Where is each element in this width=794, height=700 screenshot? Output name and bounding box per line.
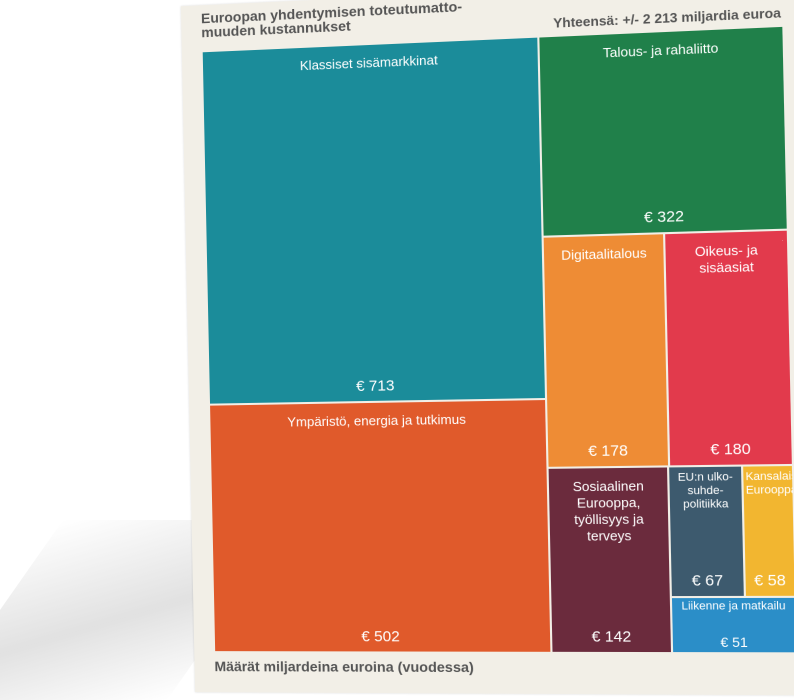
infographic-card: Euroopan yhdentymisen toteutumatto-muude… — [181, 0, 794, 695]
chart-footnote: Määrät miljardeina euroina (vuodessa) — [214, 658, 474, 675]
tile-label: Ympäristö, energia ja tutkimus — [212, 410, 544, 431]
tile-label: Oikeus- ja sisäasiat — [668, 241, 786, 277]
treemap: Klassiset sisämarkkinat € 713 Ympäristö, e… — [202, 26, 794, 654]
tile-label: Klassiset sisämarkkinat — [205, 48, 536, 78]
treemap-tile: Liikenne ja matkailu € 51 — [671, 597, 794, 654]
tile-label: Talous- ja rahaliitto — [542, 37, 781, 64]
tile-label: Digitaalitalous — [546, 245, 661, 265]
treemap-tile: Klassiset sisämarkkinat € 713 — [202, 37, 547, 405]
tile-label: EU:n ulko- suhde- politiikka — [671, 471, 739, 512]
tile-label: Kansalaisten Eurooppa — [745, 470, 790, 498]
tile-value: € 142 — [552, 628, 671, 646]
chart-title: Euroopan yhdentymisen toteutumatto-muude… — [201, 0, 517, 39]
treemap-tile: EU:n ulko- suhde- politiikka € 67 — [668, 466, 745, 598]
tile-value: € 180 — [670, 440, 792, 459]
tile-value: € 51 — [673, 634, 794, 650]
tile-value: € 502 — [215, 628, 551, 646]
treemap-tile: Talous- ja rahaliitto € 322 — [539, 26, 788, 237]
tile-value: € 178 — [548, 442, 668, 461]
treemap-tile: Ympäristö, energia ja tutkimus € 502 — [209, 399, 552, 653]
treemap-tile: Oikeus- ja sisäasiat € 180 — [664, 230, 793, 467]
tile-value: € 67 — [671, 572, 743, 590]
tile-value: € 713 — [210, 374, 546, 397]
tile-label: Sosiaalinen Eurooppa, työllisyys ja terv… — [551, 478, 666, 545]
tile-label: Liikenne ja matkailu — [674, 600, 793, 614]
treemap-tile: Kansalaisten Eurooppa € 58 — [742, 465, 794, 597]
tile-value: € 58 — [745, 572, 794, 590]
tile-value: € 322 — [544, 205, 787, 230]
treemap-tile: Digitaalitalous € 178 — [543, 233, 669, 468]
treemap-tile: Sosiaalinen Eurooppa, työllisyys ja terv… — [548, 466, 672, 653]
